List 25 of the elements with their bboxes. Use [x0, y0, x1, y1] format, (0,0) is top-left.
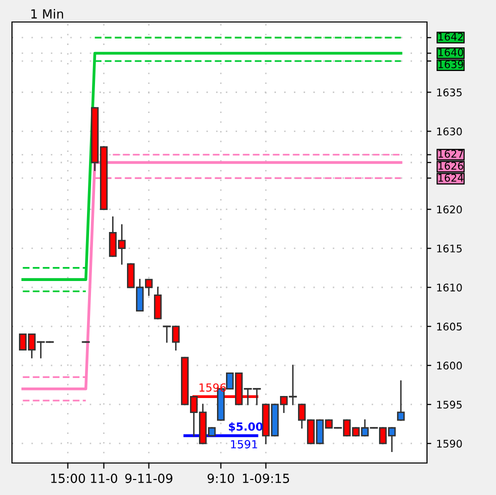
y-tick-label: 1610 [437, 284, 462, 292]
annotation: 1591 [231, 440, 258, 448]
candlestick [397, 380, 405, 421]
y-tick-label: 1620 [437, 206, 462, 214]
y-tick-label: 1627 [438, 150, 463, 158]
y-tick-label: 1590 [437, 440, 462, 448]
annotation: 1596 [200, 383, 226, 392]
y-tick-label: 1615 [437, 244, 462, 252]
y-tick-label: 1605 [437, 322, 462, 331]
y-tick-label: 1624 [438, 174, 464, 182]
x-tick-label: 1-09:15 [242, 474, 290, 484]
y-tick-label: 1626 [438, 162, 464, 170]
y-tick-label: 1595 [437, 400, 462, 409]
x-tick-label: 15:00 [51, 474, 85, 484]
y-tick-label: 1642 [438, 32, 463, 41]
y-tick-label: 1600 [437, 362, 462, 370]
y-tick-label: 1639 [438, 60, 464, 68]
x-tick-label: 9:10 [208, 474, 234, 484]
y-tick-label: 1640 [438, 48, 464, 56]
x-tick-label: 9-11-09 [125, 474, 172, 484]
candlestick [154, 286, 162, 320]
chart-title: 1 Min [31, 8, 64, 18]
y-tick-label: 1630 [437, 128, 462, 136]
x-tick-label: 11-0 [91, 474, 118, 484]
y-tick-label: 1635 [437, 88, 462, 96]
